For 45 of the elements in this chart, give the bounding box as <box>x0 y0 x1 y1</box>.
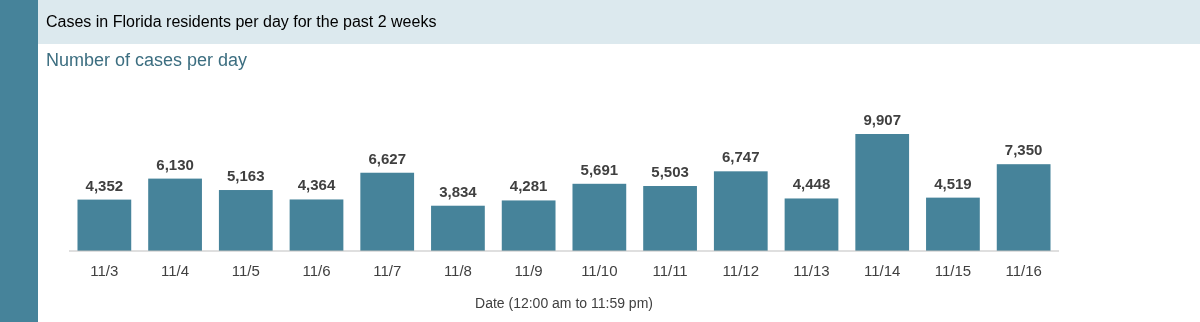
bar <box>926 197 980 251</box>
x-tick-label: 11/9 <box>514 262 543 279</box>
data-label: 4,364 <box>297 176 336 194</box>
x-tick-label: 11/8 <box>443 262 472 279</box>
x-tick-label: 11/12 <box>722 262 759 279</box>
x-axis-title: Date (12:00 am to 11:59 pm) <box>475 295 653 311</box>
data-label: 4,448 <box>792 175 831 193</box>
bar <box>431 205 485 251</box>
bar <box>360 172 415 251</box>
x-tick-label: 11/15 <box>934 262 972 279</box>
x-tick-label: 11/7 <box>373 262 402 279</box>
x-tick-label: 11/3 <box>90 262 119 279</box>
bar <box>784 198 839 251</box>
data-label: 9,907 <box>863 111 901 128</box>
bar <box>77 199 132 251</box>
data-label: 3,834 <box>439 182 478 200</box>
data-label: 5,503 <box>651 163 689 181</box>
bar <box>855 134 910 251</box>
bar <box>572 183 627 251</box>
bar <box>148 178 202 251</box>
bar <box>713 171 768 251</box>
data-label: 6,130 <box>156 155 194 173</box>
x-tick-label: 11/11 <box>652 262 688 279</box>
data-label: 5,163 <box>227 167 265 185</box>
data-label: 7,350 <box>1004 141 1043 159</box>
x-tick-label: 11/4 <box>161 262 190 279</box>
bar <box>501 200 556 251</box>
data-label: 5,691 <box>580 160 619 178</box>
x-tick-label: 11/5 <box>231 262 260 279</box>
bar <box>289 199 344 251</box>
chart-subtitle: Number of cases per day <box>46 50 248 70</box>
data-label: 6,627 <box>368 149 406 167</box>
data-label: 4,281 <box>509 177 548 195</box>
chart-title: Cases in Florida residents per day for the past 2 weeks <box>46 13 437 30</box>
x-tick-label: 11/13 <box>793 262 830 279</box>
x-tick-label: 11/16 <box>1005 262 1042 279</box>
data-label: 4,352 <box>85 176 124 194</box>
bar <box>996 164 1051 251</box>
bar <box>218 190 273 251</box>
x-tick-label: 11/6 <box>302 262 331 279</box>
x-tick-label: 11/10 <box>581 262 618 279</box>
bar <box>643 186 697 251</box>
data-label: 6,747 <box>722 148 760 166</box>
data-label: 4,519 <box>934 174 972 192</box>
x-tick-label: 11/14 <box>864 262 901 279</box>
